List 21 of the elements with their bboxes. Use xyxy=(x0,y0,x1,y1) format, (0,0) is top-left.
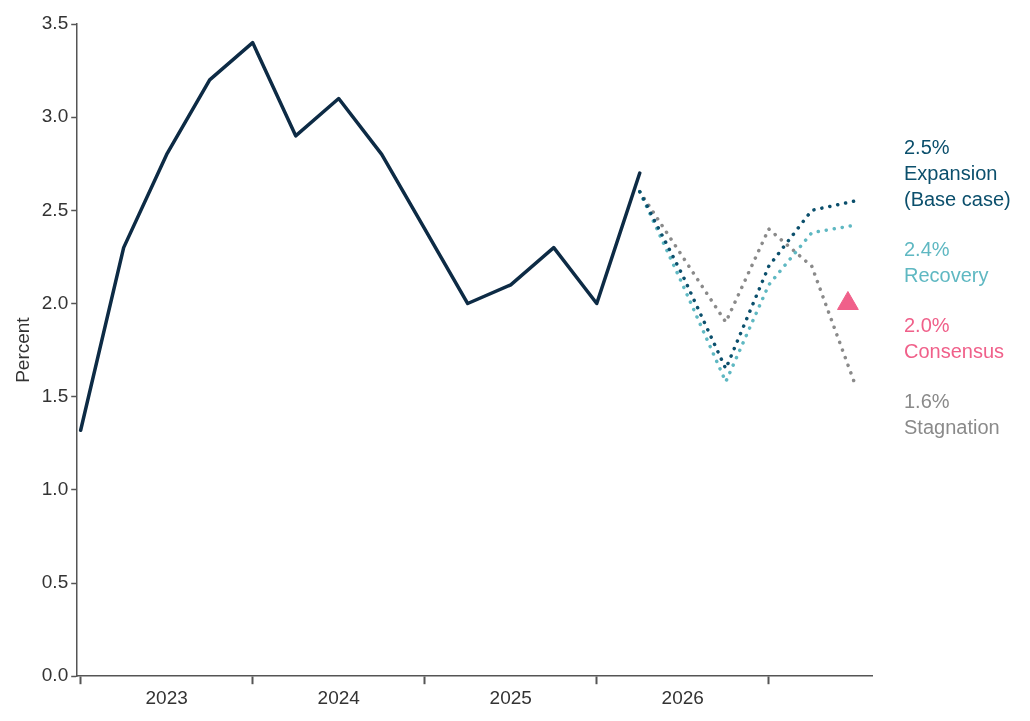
text: Expansion (Base case) xyxy=(904,161,1011,210)
x-tick-label: 2024 xyxy=(317,686,361,708)
y-tick-label: 0.0 xyxy=(41,664,69,686)
text: 1.6% xyxy=(904,389,950,412)
text: 2.5% xyxy=(904,135,950,158)
y-tick-label: 2.5 xyxy=(41,198,69,220)
x-tick-label: 2025 xyxy=(489,686,532,708)
text: Consensus xyxy=(904,339,1005,362)
y-axis-title: Percent xyxy=(11,316,33,383)
y-tick-label: 2.0 xyxy=(41,291,69,313)
x-tick-label: 2026 xyxy=(661,686,704,708)
x-tick-label: 2023 xyxy=(145,686,188,708)
text: 2.0% xyxy=(904,313,950,336)
text: Recovery xyxy=(904,263,989,286)
y-tick-label: 0.5 xyxy=(41,571,69,593)
y-tick-label: 1.5 xyxy=(41,384,69,406)
y-tick-label: 1.0 xyxy=(41,478,69,500)
y-tick-label: 3.0 xyxy=(41,105,69,127)
y-tick-label: 3.5 xyxy=(41,12,69,34)
text: 2.4% xyxy=(904,237,950,260)
text: Stagnation xyxy=(904,415,1000,438)
